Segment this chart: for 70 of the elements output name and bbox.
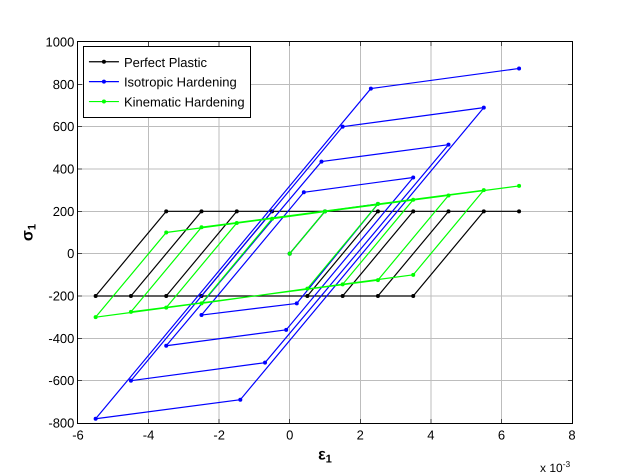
point [305, 294, 310, 298]
y-tick-label: 600 [52, 119, 74, 134]
point [411, 294, 416, 298]
point [270, 216, 274, 221]
x-tick-label: -2 [213, 428, 225, 443]
point [368, 86, 373, 91]
point [482, 209, 486, 214]
x-tick-label: -6 [72, 428, 84, 443]
point [128, 378, 133, 383]
point [94, 416, 98, 421]
point [411, 272, 416, 277]
point [482, 106, 486, 110]
point [200, 301, 204, 306]
point [411, 198, 416, 202]
y-tick-label: -800 [48, 416, 74, 431]
point [517, 66, 522, 70]
text: x 10$^{-3}$ [540, 459, 570, 475]
point [200, 209, 204, 214]
y-tick-label: 400 [52, 162, 74, 177]
y-tick-label: 800 [52, 76, 74, 92]
point [446, 209, 450, 214]
x-tick-label: -4 [142, 428, 154, 443]
point [517, 209, 522, 214]
point [263, 360, 268, 365]
point [411, 209, 416, 214]
point [164, 294, 168, 298]
point [446, 142, 450, 147]
x-tick-label: 4 [427, 428, 434, 443]
point [200, 225, 204, 230]
x-tick-label: 6 [498, 428, 506, 443]
point [94, 315, 98, 320]
point [164, 306, 168, 310]
y-tick-label: -400 [48, 330, 74, 346]
y-tick-label: -600 [48, 373, 74, 388]
legend-label: Kinematic Hardening [124, 94, 245, 110]
point [234, 209, 239, 214]
point [376, 209, 380, 214]
point [376, 294, 380, 298]
x-tick-label: 2 [356, 428, 364, 443]
x-tick-label: 0 [286, 428, 294, 443]
x-tick-label: 8 [568, 428, 576, 443]
point [340, 282, 345, 286]
legend-label: Perfect Plastic [124, 54, 208, 70]
y-tick-label: -200 [48, 288, 74, 304]
point [234, 220, 239, 225]
point [340, 294, 345, 298]
point [446, 193, 450, 198]
x-axis-title: ε$_{1}$ [318, 446, 332, 466]
legend-label: Isotropic Hardening [124, 74, 237, 90]
y-tick-label: 200 [52, 204, 74, 219]
point [294, 301, 299, 306]
point [302, 190, 306, 194]
point [340, 124, 345, 129]
point [94, 294, 98, 298]
point [284, 328, 288, 332]
point [376, 278, 380, 282]
point [200, 313, 204, 318]
point [305, 286, 310, 291]
point [164, 209, 168, 214]
point [128, 310, 133, 314]
point [128, 294, 133, 298]
point [164, 344, 168, 348]
y-tick-label: 0 [67, 246, 74, 262]
point [482, 188, 486, 192]
point [164, 230, 168, 234]
point [238, 398, 242, 402]
point [411, 175, 416, 180]
y-tick-label: 1000 [45, 34, 74, 50]
point [319, 160, 324, 164]
point [517, 184, 522, 188]
